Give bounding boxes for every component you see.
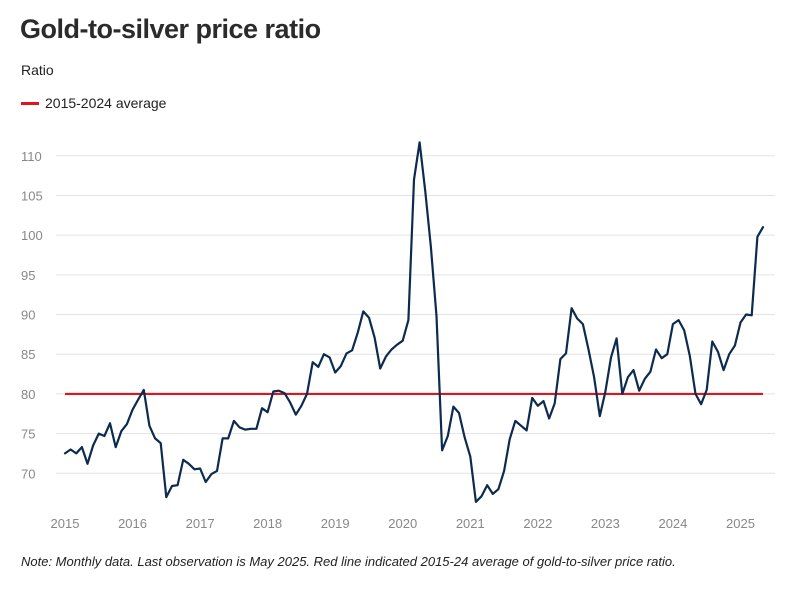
y-tick-label-80: 80: [21, 387, 35, 402]
x-tick-label-2024: 2024: [658, 516, 687, 531]
x-tick-label-2019: 2019: [321, 516, 350, 531]
y-tick-label-95: 95: [21, 268, 35, 283]
chart-note: Note: Monthly data. Last observation is …: [21, 554, 676, 569]
x-tick-label-2022: 2022: [523, 516, 552, 531]
gridlines: [56, 155, 775, 474]
y-axis-label: Ratio: [21, 62, 54, 78]
y-tick-label-75: 75: [21, 427, 35, 442]
legend-label-average: 2015-2024 average: [45, 95, 167, 111]
x-tick-label-2015: 2015: [51, 516, 80, 531]
x-tick-label-2023: 2023: [591, 516, 620, 531]
ratio-series-line: [63, 141, 765, 503]
chart-title: Gold-to-silver price ratio: [20, 14, 321, 44]
y-tick-label-90: 90: [21, 308, 35, 323]
y-tick-label-105: 105: [21, 188, 43, 203]
x-tick-label-2020: 2020: [388, 516, 417, 531]
x-tick-label-2021: 2021: [456, 516, 485, 531]
legend: 2015-2024 average: [21, 95, 166, 111]
y-tick-label-70: 70: [21, 466, 35, 481]
x-tick-label-2025: 2025: [726, 516, 755, 531]
x-tick-label-2017: 2017: [186, 516, 215, 531]
x-tick-label-2018: 2018: [253, 516, 282, 531]
x-tick-label-2016: 2016: [118, 516, 147, 531]
y-tick-label-100: 100: [21, 228, 43, 243]
legend-swatch-average: [21, 101, 39, 105]
y-tick-label-85: 85: [21, 347, 35, 362]
x-tick-labels: 2015 2016 2017 2018 2019 2020 2021 2022 2023 2024…: [51, 516, 755, 531]
ratio-series-layer: [63, 141, 765, 503]
y-tick-labels: 70 75 80 85 90 95 100 105 110: [21, 149, 43, 481]
y-tick-label-110: 110: [21, 149, 42, 164]
